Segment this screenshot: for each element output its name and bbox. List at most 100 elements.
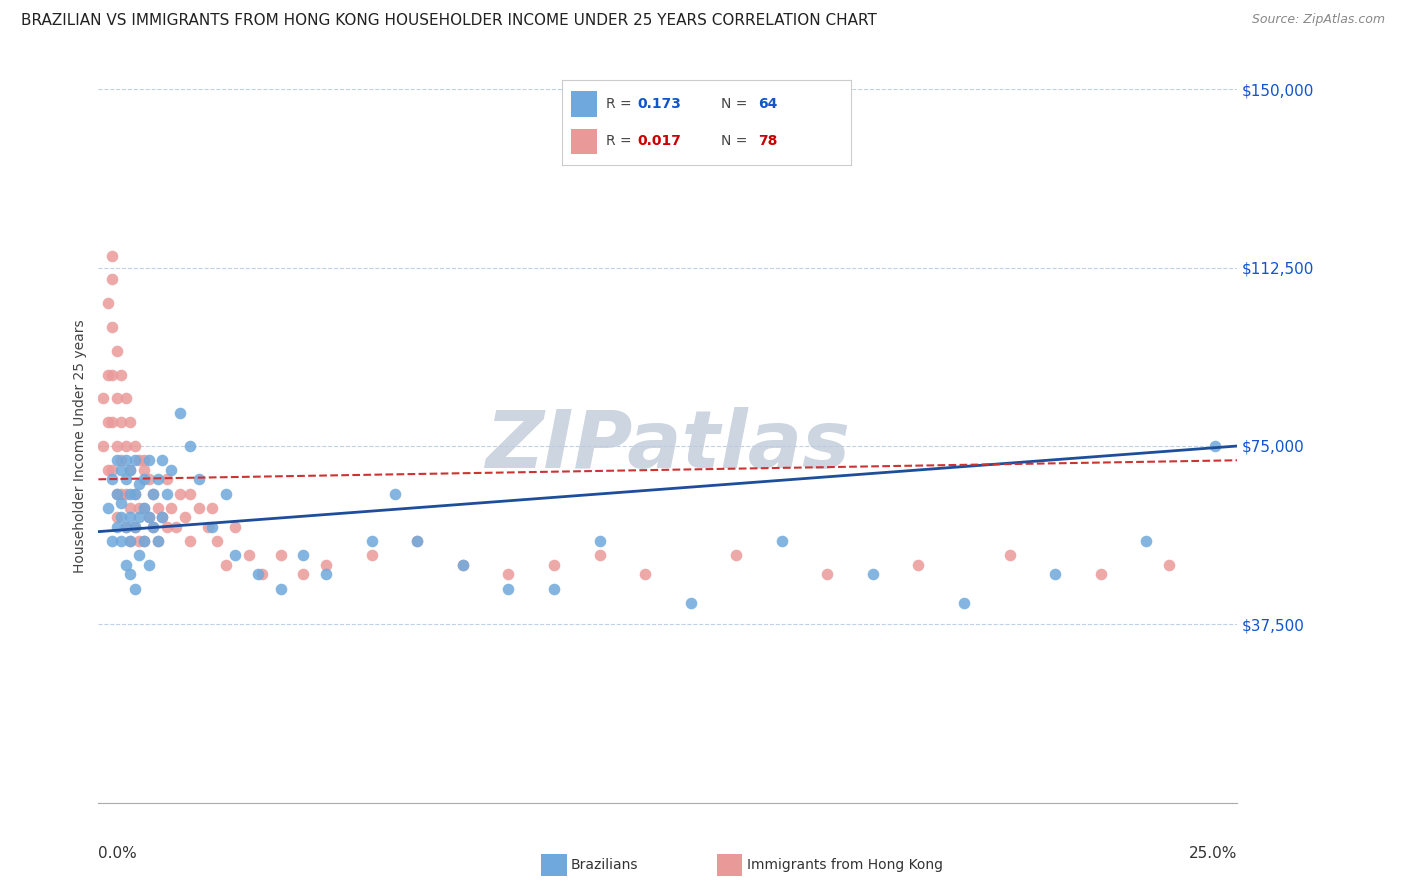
Point [179,534,201,549]
Point [907,558,929,572]
Point [142,486,165,500]
Point [114,472,136,486]
Point [120,567,142,582]
Point [174,510,197,524]
Point [146,472,169,486]
Point [110,496,132,510]
Point [120,534,142,549]
Point [132,500,155,515]
Point [179,486,201,500]
Point [498,582,520,596]
Point [138,558,160,572]
Point [128,549,150,563]
Point [360,534,382,549]
Text: 78: 78 [758,135,778,148]
Point [124,582,146,596]
Point [110,453,132,467]
Point [120,415,142,429]
Point [146,534,169,549]
Point [91,439,114,453]
Point [1090,567,1112,582]
Point [101,463,124,477]
Point [132,463,155,477]
Point [138,453,160,467]
Point [96,463,118,477]
Point [124,520,146,534]
Point [114,392,136,406]
Text: Brazilians: Brazilians [571,858,638,872]
Point [451,558,474,572]
Point [634,567,657,582]
Point [132,534,155,549]
Point [360,549,382,563]
Point [1135,534,1157,549]
Point [270,582,292,596]
Point [543,582,565,596]
Point [114,486,136,500]
Point [114,558,136,572]
Point [101,272,124,286]
Point [201,520,224,534]
Point [110,510,132,524]
Text: BRAZILIAN VS IMMIGRANTS FROM HONG KONG HOUSEHOLDER INCOME UNDER 25 YEARS CORRELA: BRAZILIAN VS IMMIGRANTS FROM HONG KONG H… [21,13,877,29]
Text: R =: R = [606,135,636,148]
Text: 64: 64 [758,97,778,111]
Point [142,520,165,534]
Point [101,320,124,334]
Point [815,567,838,582]
Point [120,510,142,524]
Point [384,486,406,500]
Text: ZIPatlas: ZIPatlas [485,407,851,485]
Point [543,558,565,572]
Point [96,415,118,429]
Point [1204,439,1226,453]
Point [451,558,474,572]
Bar [571,128,598,154]
Point [725,549,748,563]
Point [132,453,155,467]
Point [114,520,136,534]
Point [105,343,128,358]
Point [197,520,219,534]
Point [588,534,610,549]
Point [124,453,146,467]
Point [128,510,150,524]
Point [105,510,128,524]
Point [124,486,146,500]
Point [406,534,429,549]
Point [120,534,142,549]
Point [862,567,884,582]
Point [96,500,118,515]
Point [406,534,429,549]
Point [156,486,179,500]
Point [146,500,169,515]
Point [156,520,179,534]
Point [169,486,191,500]
Point [120,463,142,477]
Point [124,520,146,534]
Text: 0.0%: 0.0% [98,846,138,861]
Point [187,472,209,486]
Point [156,472,179,486]
Point [224,549,246,563]
Point [110,486,132,500]
Text: 0.173: 0.173 [637,97,682,111]
Point [238,549,260,563]
Point [128,477,150,491]
Point [132,534,155,549]
Point [770,534,793,549]
Point [110,368,132,382]
Point [215,486,238,500]
Text: N =: N = [721,97,752,111]
Point [105,486,128,500]
Point [132,500,155,515]
Point [105,392,128,406]
Text: 0.017: 0.017 [637,135,682,148]
Y-axis label: Householder Income Under 25 years: Householder Income Under 25 years [73,319,87,573]
Point [128,500,150,515]
Point [124,439,146,453]
Point [270,549,292,563]
Point [120,500,142,515]
Point [679,596,702,610]
Point [201,500,224,515]
